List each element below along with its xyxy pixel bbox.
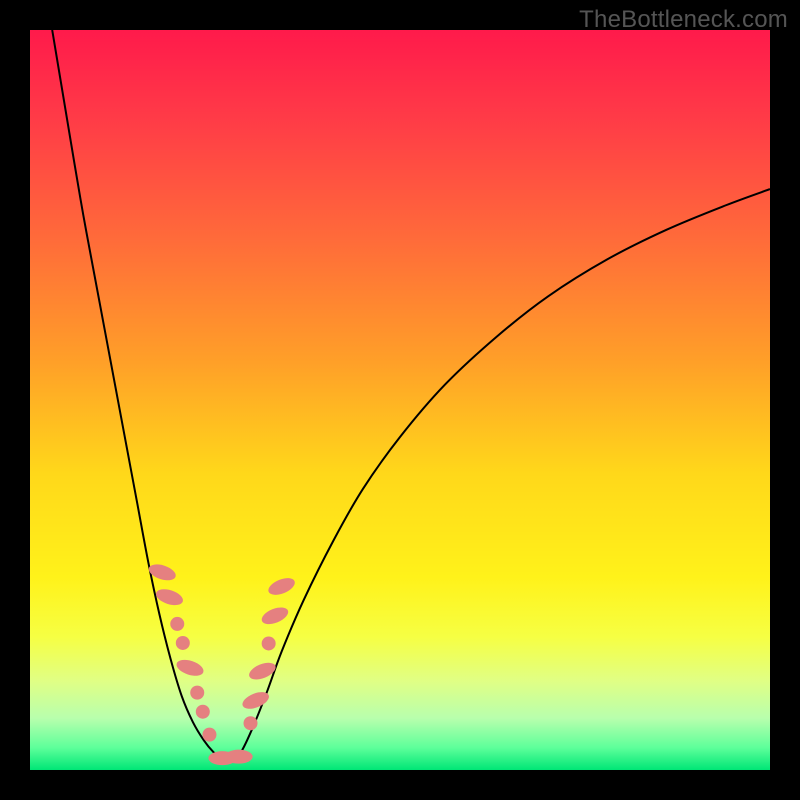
watermark-text: TheBottleneck.com xyxy=(579,6,788,34)
curve-marker-circle xyxy=(262,636,276,650)
chart-svg xyxy=(0,0,800,800)
curve-marker-circle xyxy=(170,617,184,631)
curve-marker-circle xyxy=(176,636,190,650)
curve-marker-capsule xyxy=(225,750,253,764)
chart-stage: TheBottleneck.com xyxy=(0,0,800,800)
curve-marker-circle xyxy=(196,705,210,719)
plot-background xyxy=(30,30,770,770)
curve-marker-circle xyxy=(202,728,216,742)
curve-marker-circle xyxy=(244,716,258,730)
curve-marker-circle xyxy=(190,686,204,700)
